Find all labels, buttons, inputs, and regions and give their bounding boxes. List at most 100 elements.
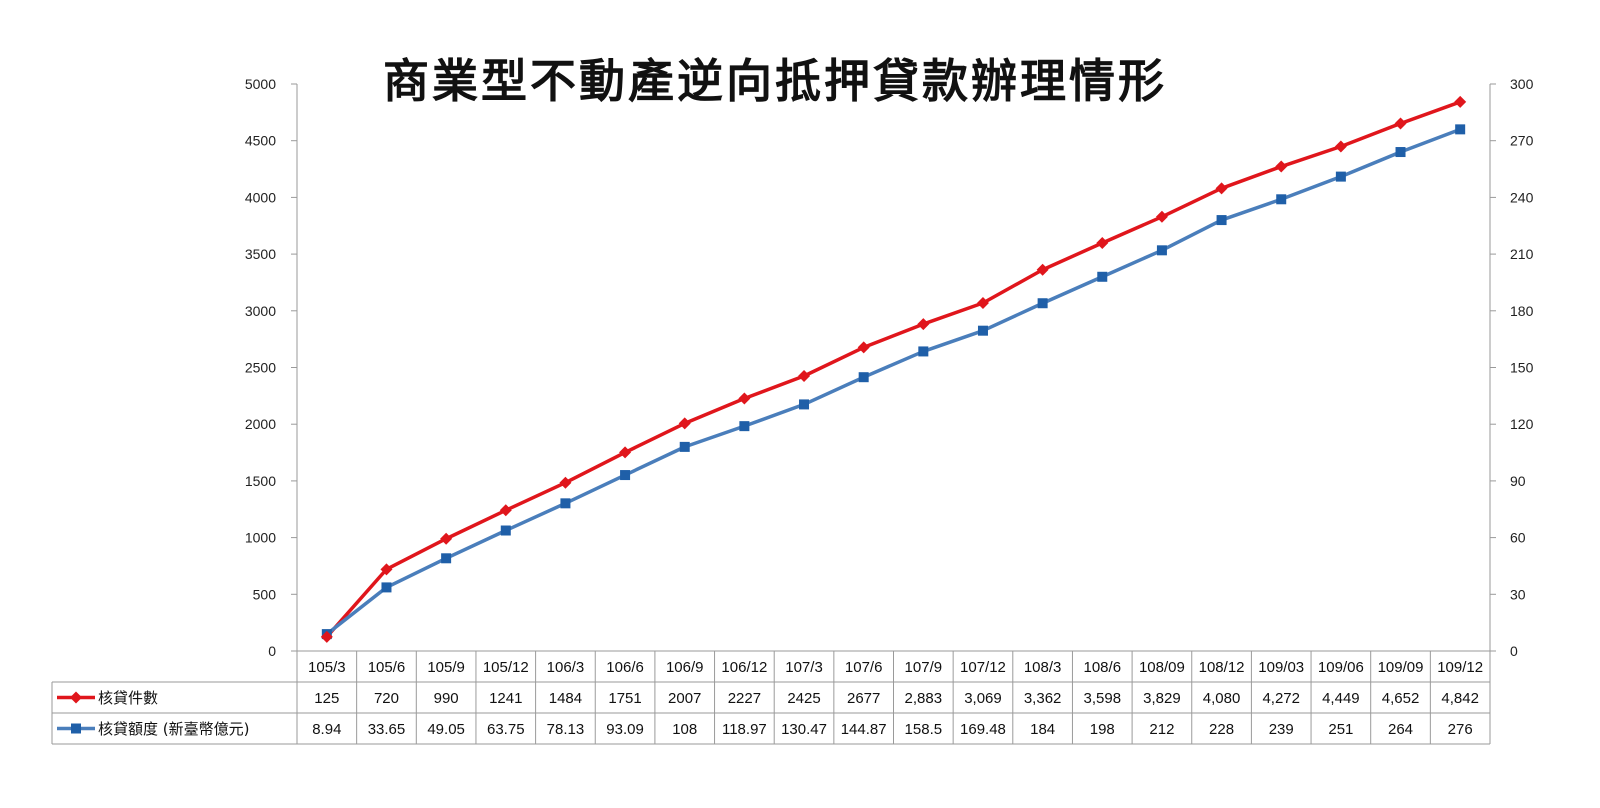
category-label: 107/6 [845,659,883,676]
series-2-point [1097,271,1108,282]
right-tick-label: 0 [1510,643,1518,659]
data-label: 990 [434,690,459,707]
data-label: 33.65 [368,721,406,738]
data-label: 144.87 [841,721,887,738]
category-label: 108/12 [1199,659,1245,676]
category-label: 107/9 [905,659,943,676]
right-tick-label: 150 [1510,360,1534,376]
series-2-point [381,582,392,593]
series-1-point [976,296,989,309]
data-label: 3,069 [964,690,1002,707]
series-1-point [440,532,453,545]
data-table: 105/3 105/6 105/9 105/12 106/3 106/6 106/9 106/… [51,650,1491,745]
series-2-point [1455,124,1466,135]
data-label: 228 [1209,721,1234,738]
category-label: 106/3 [547,659,585,676]
left-tick-label: 1500 [245,473,276,489]
data-label: 2677 [847,690,880,707]
category-label: 106/9 [666,659,704,676]
right-tick-label: 90 [1510,473,1526,489]
data-label: 49.05 [427,721,465,738]
left-tick-label: 500 [253,586,277,602]
left-tick-label: 5000 [245,76,276,92]
series-1-point [559,476,572,489]
legend-label: 核貸額度 (新臺幣億元) [98,720,249,738]
data-label: 3,829 [1143,690,1181,707]
series-2-point [799,399,810,410]
category-label: 109/03 [1258,659,1304,676]
series-1-point [1394,117,1407,130]
data-label: 130.47 [781,721,827,738]
data-label: 2007 [668,690,701,707]
right-axis-ticks: 0 30 60 90 120 150 180 210 240 270 300 [1490,76,1534,659]
data-label: 276 [1448,721,1473,738]
series-1-point [619,446,632,459]
series-2-point [679,441,690,452]
data-label: 118.97 [722,721,767,738]
series-2-point [739,421,750,432]
series-1-point [1275,160,1288,173]
data-label: 3,362 [1024,690,1062,707]
series-markers [320,95,1467,643]
category-label: 107/3 [785,659,823,676]
data-label: 63.75 [487,721,525,738]
right-tick-label: 210 [1510,246,1534,262]
data-label: 169.48 [960,721,1006,738]
series-line-2 [325,127,1461,636]
series-2-point [1335,171,1346,182]
data-label: 3,598 [1084,690,1122,707]
series-2-point [500,525,511,536]
series-1-point [917,318,930,331]
data-label: 4,080 [1203,690,1241,707]
series-2-point [1216,215,1227,226]
data-label: 239 [1269,721,1294,738]
category-label: 108/3 [1024,659,1062,676]
left-tick-label: 2000 [245,416,276,432]
category-label: 105/9 [427,659,465,676]
series-2-point [977,325,988,336]
series-2-point [1395,147,1406,158]
right-tick-label: 120 [1510,416,1534,432]
series-2-point [858,372,869,383]
left-tick-label: 4000 [245,189,276,205]
category-label: 106/6 [606,659,644,676]
series-1-point [857,341,870,354]
data-label: 720 [374,690,399,707]
data-label: 2425 [787,690,820,707]
series-1-point [678,417,691,430]
series-2-point [441,553,452,564]
right-tick-label: 30 [1510,586,1526,602]
series-1-point [1036,263,1049,276]
category-label: 105/6 [368,659,406,676]
series-1-point [1155,210,1168,223]
series-line-1 [325,100,1461,638]
data-label: 4,652 [1382,690,1420,707]
series-2-point [918,346,929,357]
data-label: 78.13 [547,721,585,738]
data-label: 1751 [608,690,641,707]
series-1-point [798,370,811,383]
series-1-point [1454,95,1467,108]
category-label: 106/12 [721,659,767,676]
data-label: 8.94 [312,721,341,738]
data-label: 1241 [489,690,522,707]
left-tick-label: 0 [268,643,276,659]
data-label: 251 [1328,721,1353,738]
data-label: 4,449 [1322,690,1360,707]
series-1-point [320,630,333,643]
right-tick-label: 270 [1510,133,1534,149]
right-tick-label: 180 [1510,303,1534,319]
data-label: 125 [314,690,339,707]
series-2-point [620,470,631,481]
left-tick-label: 2500 [245,360,276,376]
data-label: 4,272 [1262,690,1300,707]
right-tick-label: 240 [1510,189,1534,205]
category-label: 108/09 [1139,659,1185,676]
series-2-point [1156,245,1167,256]
series-1-point [1334,140,1347,153]
data-label: 108 [672,721,697,738]
left-axis-ticks: 0 500 1000 1500 2000 2500 3000 3500 4000 4500 5000 [245,76,297,659]
left-tick-label: 3000 [245,303,276,319]
left-tick-label: 3500 [245,246,276,262]
